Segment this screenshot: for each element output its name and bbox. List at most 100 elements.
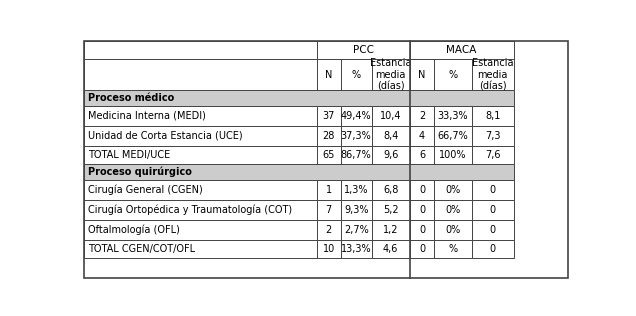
Text: 100%: 100% xyxy=(439,150,467,160)
Text: 7: 7 xyxy=(326,205,332,215)
Text: 0: 0 xyxy=(419,244,425,254)
Bar xyxy=(317,146,341,164)
Bar xyxy=(371,126,410,146)
Bar xyxy=(341,146,371,164)
Bar xyxy=(410,126,434,146)
Text: Unidad de Corta Estancia (UCE): Unidad de Corta Estancia (UCE) xyxy=(88,131,243,141)
Bar xyxy=(341,126,371,146)
Text: 0%: 0% xyxy=(445,205,460,215)
Text: 0: 0 xyxy=(419,205,425,215)
Bar xyxy=(371,106,410,126)
Bar xyxy=(84,220,317,240)
Text: Oftalmología (OFL): Oftalmología (OFL) xyxy=(88,224,180,235)
Text: 2: 2 xyxy=(419,111,425,121)
Text: Medicina Interna (MEDI): Medicina Interna (MEDI) xyxy=(88,111,206,121)
Bar xyxy=(317,41,410,59)
Bar xyxy=(84,41,317,59)
Bar xyxy=(84,240,317,258)
Text: Cirugía General (CGEN): Cirugía General (CGEN) xyxy=(88,184,203,195)
Bar xyxy=(472,126,513,146)
Text: 6: 6 xyxy=(419,150,425,160)
Text: 4,6: 4,6 xyxy=(383,244,398,254)
Bar xyxy=(434,240,472,258)
Text: PCC: PCC xyxy=(352,45,374,55)
Bar xyxy=(84,200,317,220)
Bar xyxy=(317,240,341,258)
Bar xyxy=(341,240,371,258)
Text: Estancia
media
(días): Estancia media (días) xyxy=(370,58,411,91)
Text: 9,3%: 9,3% xyxy=(344,205,368,215)
Text: MACA: MACA xyxy=(446,45,477,55)
Bar xyxy=(371,179,410,200)
Bar xyxy=(341,59,371,90)
Text: 0: 0 xyxy=(419,185,425,195)
Text: 2: 2 xyxy=(326,225,332,235)
Bar xyxy=(472,220,513,240)
Text: 9,6: 9,6 xyxy=(383,150,398,160)
Bar xyxy=(472,179,513,200)
Text: 0: 0 xyxy=(490,185,495,195)
Bar xyxy=(410,240,434,258)
Bar xyxy=(371,59,410,90)
Bar xyxy=(434,126,472,146)
Bar xyxy=(410,146,434,164)
Bar xyxy=(472,240,513,258)
Bar xyxy=(472,200,513,220)
Text: 10: 10 xyxy=(322,244,335,254)
Bar xyxy=(410,220,434,240)
Text: N: N xyxy=(325,70,333,80)
Bar xyxy=(434,59,472,90)
Bar xyxy=(371,240,410,258)
Text: 2,7%: 2,7% xyxy=(344,225,368,235)
Text: 10,4: 10,4 xyxy=(380,111,401,121)
Text: 1: 1 xyxy=(326,185,332,195)
Text: 33,3%: 33,3% xyxy=(438,111,468,121)
Bar xyxy=(410,41,513,59)
Text: 7,3: 7,3 xyxy=(485,131,501,141)
Bar xyxy=(317,220,341,240)
Text: 0%: 0% xyxy=(445,225,460,235)
Bar xyxy=(410,59,434,90)
Text: 28: 28 xyxy=(322,131,335,141)
Bar xyxy=(317,200,341,220)
Bar xyxy=(472,106,513,126)
Text: 4: 4 xyxy=(419,131,425,141)
Text: 1,2: 1,2 xyxy=(383,225,398,235)
Text: 6,8: 6,8 xyxy=(383,185,398,195)
Text: TOTAL CGEN/COT/OFL: TOTAL CGEN/COT/OFL xyxy=(88,244,195,254)
Text: 5,2: 5,2 xyxy=(383,205,399,215)
Text: 37,3%: 37,3% xyxy=(341,131,371,141)
Text: 8,4: 8,4 xyxy=(383,131,398,141)
Bar xyxy=(317,179,341,200)
Text: Cirugía Ortopédica y Traumatología (COT): Cirugía Ortopédica y Traumatología (COT) xyxy=(88,204,292,215)
Bar xyxy=(84,90,513,106)
Text: 13,3%: 13,3% xyxy=(341,244,371,254)
Text: Proceso médico: Proceso médico xyxy=(88,93,174,103)
Text: 0: 0 xyxy=(490,205,495,215)
Text: 7,6: 7,6 xyxy=(485,150,501,160)
Bar xyxy=(317,106,341,126)
Bar xyxy=(434,146,472,164)
Bar xyxy=(472,59,513,90)
Text: 1,3%: 1,3% xyxy=(344,185,368,195)
Bar xyxy=(341,106,371,126)
Text: 49,4%: 49,4% xyxy=(341,111,371,121)
Bar xyxy=(434,220,472,240)
Text: 37: 37 xyxy=(322,111,335,121)
Text: 8,1: 8,1 xyxy=(485,111,501,121)
Text: %: % xyxy=(352,70,361,80)
Bar xyxy=(317,126,341,146)
Text: %: % xyxy=(448,244,458,254)
Bar xyxy=(341,179,371,200)
Text: 0: 0 xyxy=(490,244,495,254)
Text: 0%: 0% xyxy=(445,185,460,195)
Bar xyxy=(371,200,410,220)
Bar xyxy=(84,146,317,164)
Text: 0: 0 xyxy=(419,225,425,235)
Bar xyxy=(84,106,317,126)
Bar xyxy=(371,220,410,240)
Bar xyxy=(341,200,371,220)
Bar xyxy=(410,106,434,126)
Text: N: N xyxy=(418,70,425,80)
Bar xyxy=(317,59,341,90)
